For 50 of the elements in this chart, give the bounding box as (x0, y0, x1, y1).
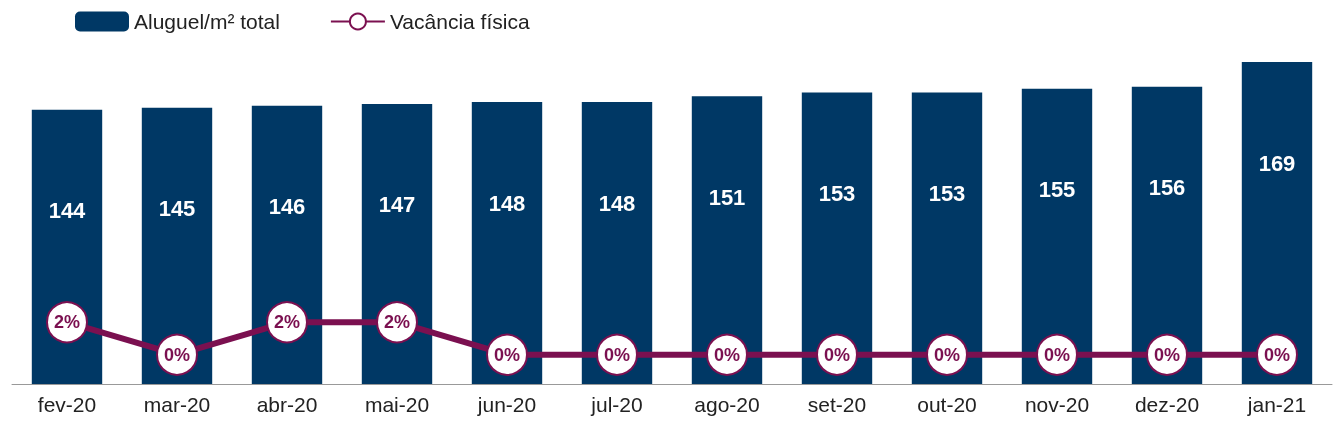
legend-label: Vacância física (389, 10, 530, 33)
bar (471, 102, 543, 384)
data-label: 2% (53, 312, 81, 333)
x-tick-label: abr-20 (256, 393, 318, 416)
x-tick-label: dez-20 (1134, 393, 1200, 416)
bar (581, 102, 653, 384)
x-tick-label: out-20 (917, 393, 977, 416)
data-label: 0% (1043, 344, 1071, 365)
data-label: 0% (1263, 344, 1291, 365)
bar (1021, 88, 1093, 384)
data-label: 148 (488, 190, 526, 216)
x-tick-label: jun-20 (476, 393, 537, 416)
bar (251, 105, 323, 384)
bar (1131, 86, 1203, 384)
data-label: 156 (1148, 175, 1186, 201)
data-label: 148 (598, 190, 636, 216)
x-tick-label: fev-20 (37, 393, 97, 416)
x-tick-label: nov-20 (1024, 393, 1090, 416)
legend-label: Aluguel/m² total (134, 10, 280, 33)
bar (361, 103, 433, 384)
bar (141, 107, 213, 384)
bar (31, 109, 103, 384)
x-tick-label: set-20 (807, 393, 867, 416)
bar (801, 92, 873, 384)
data-label: 169 (1258, 150, 1296, 176)
x-tick-label: jul-20 (590, 393, 643, 416)
data-label: 0% (1153, 344, 1181, 365)
data-label: 145 (158, 196, 196, 222)
data-label: 0% (713, 344, 741, 365)
data-label: 0% (493, 344, 521, 365)
data-label: 144 (48, 198, 87, 224)
x-tick-label: mai-20 (364, 393, 430, 416)
x-tick-label: ago-20 (694, 393, 760, 416)
data-label: 147 (378, 192, 416, 218)
data-label: 155 (1038, 177, 1076, 203)
data-label: 0% (823, 344, 851, 365)
data-label: 2% (273, 312, 301, 333)
data-label: 153 (928, 180, 966, 206)
data-label: 2% (383, 312, 411, 333)
data-label: 0% (933, 344, 961, 365)
data-label: 146 (268, 194, 306, 220)
bar (911, 92, 983, 384)
data-label: 0% (603, 344, 631, 365)
data-label: 153 (818, 180, 856, 206)
data-label: 151 (708, 184, 746, 210)
data-label: 0% (163, 344, 191, 365)
x-tick-label: mar-20 (143, 393, 211, 416)
x-tick-label: jan-21 (1246, 393, 1307, 416)
bar (691, 96, 763, 384)
bar (1241, 62, 1313, 384)
